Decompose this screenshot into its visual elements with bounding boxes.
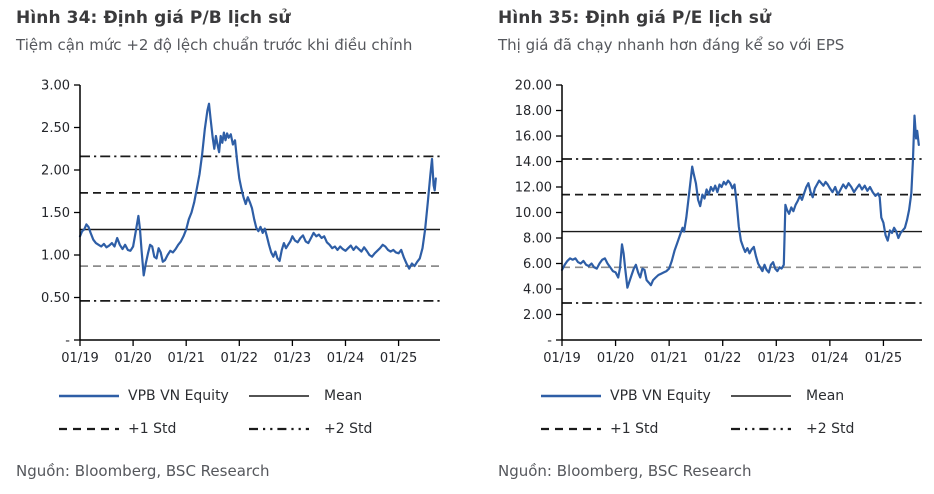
y-tick-label: 2.00	[523, 308, 552, 323]
y-tick-label: 8.00	[523, 232, 552, 247]
legend-series-label: VPB VN Equity	[128, 388, 229, 405]
legend-series-label: VPB VN Equity	[610, 388, 711, 405]
pb-chart-legend: VPB VN Equity Mean +1 Std +2 Std	[16, 388, 452, 437]
legend-plus1std-line-sample	[541, 428, 601, 431]
legend-plus1std-line-sample	[59, 428, 119, 431]
legend-mean-line-sample	[731, 395, 791, 398]
x-tick-label: 01/25	[865, 351, 902, 366]
y-tick-label: 20.00	[515, 79, 552, 94]
x-tick-label: 01/20	[597, 351, 634, 366]
pe-history-chart: 20.00 18.00 16.00 14.00 12.00 10.00 8.00 6.00 4.…	[515, 79, 922, 366]
legend-mean-label: Mean	[806, 388, 845, 405]
legend-plus2std-line-sample	[249, 428, 309, 431]
series-line-VPB VN Equity	[78, 102, 437, 277]
x-tick-label: 01/22	[221, 351, 258, 366]
figure-pe: Hình 35: Định giá P/E lịch sử Thị giá đã…	[498, 8, 934, 480]
y-tick-label: 3.00	[41, 79, 70, 94]
x-tick-label: 01/19	[543, 351, 580, 366]
y-tick-label: 2.50	[41, 121, 70, 136]
x-tick-label: 01/19	[61, 351, 98, 366]
legend-series-line-sample	[59, 394, 119, 398]
figure-pe-subtitle: Thị giá đã chạy nhanh hơn đáng kể so với…	[498, 36, 845, 55]
legend-mean-label: Mean	[324, 388, 363, 405]
report-figures: Hình 34: Định giá P/B lịch sử Tiệm cận m…	[16, 8, 934, 480]
x-tick-label: 01/24	[811, 351, 848, 366]
x-tick-label: 01/22	[704, 351, 741, 366]
y-tick-label: 14.00	[515, 155, 552, 170]
y-tick-label: 1.50	[41, 206, 70, 221]
series-line-VPB VN Equity	[560, 114, 920, 290]
x-tick-label: 01/24	[327, 351, 364, 366]
y-tick-label: 4.00	[523, 283, 552, 298]
y-tick-label: 16.00	[515, 130, 552, 145]
legend-mean-line-sample	[249, 395, 309, 398]
y-tick-label: 1.00	[41, 249, 70, 264]
legend-plus2std-line-sample	[731, 428, 791, 431]
y-tick-label: 18.00	[515, 104, 552, 119]
figure-pb-subtitle: Tiệm cận mức +2 độ lệch chuẩn trước khi …	[16, 36, 413, 55]
x-tick-label: 01/21	[167, 351, 204, 366]
figure-pb-source: Nguồn: Bloomberg, BSC Research	[16, 462, 270, 481]
y-tick-label: 10.00	[515, 206, 552, 221]
pb-history-chart: 3.00 2.50 2.00 1.50 1.00 0.50 - 01/19 01/20 01/21…	[41, 79, 440, 366]
legend-plus1std-label: +1 Std	[128, 421, 177, 438]
figure-pb: Hình 34: Định giá P/B lịch sử Tiệm cận m…	[16, 8, 452, 480]
x-tick-label: 01/20	[114, 351, 151, 366]
y-tick-label: -	[65, 334, 70, 349]
legend-plus1std-label: +1 Std	[610, 421, 659, 438]
x-tick-label: 01/23	[758, 351, 795, 366]
y-tick-label: 0.50	[41, 291, 70, 306]
legend-series-line-sample	[541, 394, 601, 398]
y-tick-label: 12.00	[515, 181, 552, 196]
legend-plus2std-label: +2 Std	[806, 421, 855, 438]
x-tick-label: 01/25	[380, 351, 417, 366]
figure-pe-title: Hình 35: Định giá P/E lịch sử	[498, 8, 772, 28]
legend-plus2std-label: +2 Std	[324, 421, 373, 438]
figure-pe-source: Nguồn: Bloomberg, BSC Research	[498, 462, 752, 481]
figure-pb-title: Hình 34: Định giá P/B lịch sử	[16, 8, 291, 28]
x-tick-label: 01/21	[650, 351, 687, 366]
y-tick-label: 6.00	[523, 257, 552, 272]
x-tick-label: 01/23	[274, 351, 311, 366]
y-tick-label: 2.00	[41, 164, 70, 179]
y-tick-label: -	[547, 334, 552, 349]
pe-chart-legend: VPB VN Equity Mean +1 Std +2 Std	[498, 388, 934, 437]
